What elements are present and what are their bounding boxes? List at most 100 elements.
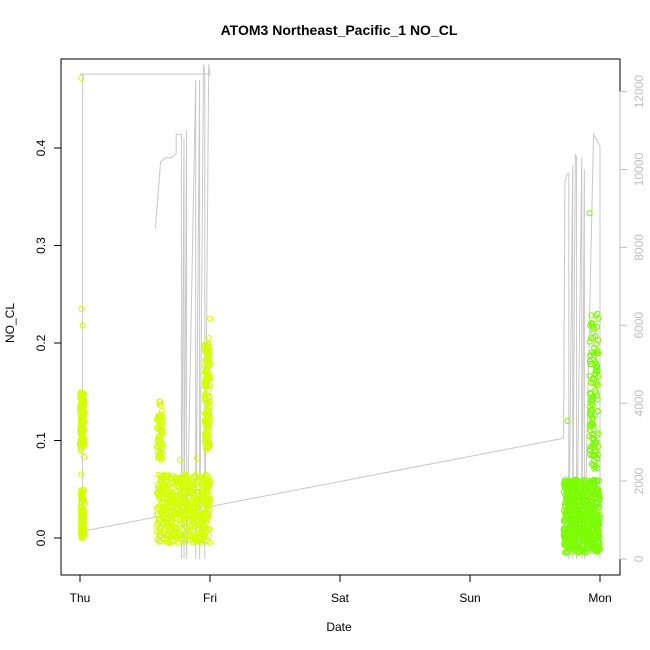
data-point	[591, 479, 598, 486]
data-point	[593, 511, 600, 518]
data-point	[594, 310, 601, 317]
data-point	[156, 486, 163, 493]
y-axis-label: NO_CL	[3, 303, 17, 343]
data-point	[186, 490, 193, 497]
data-point	[192, 535, 199, 542]
altitude-line-flight-2	[154, 64, 211, 560]
data-point	[194, 503, 201, 510]
data-point	[562, 483, 569, 490]
data-point	[561, 517, 568, 525]
data-point	[561, 540, 568, 547]
data-point	[194, 483, 201, 490]
data-point	[592, 462, 599, 469]
data-point	[78, 410, 85, 417]
data-point	[586, 372, 593, 380]
data-point	[77, 424, 84, 431]
data-point	[78, 471, 85, 478]
data-point	[80, 437, 87, 444]
data-point	[193, 536, 200, 543]
data-point	[153, 416, 160, 423]
data-point	[588, 406, 595, 413]
data-point	[564, 531, 571, 539]
data-point	[589, 431, 597, 439]
data-point	[586, 358, 594, 365]
data-point	[180, 532, 187, 539]
data-point	[160, 440, 167, 447]
data-point	[79, 430, 86, 437]
data-point	[586, 338, 593, 345]
data-point	[80, 454, 88, 461]
data-point	[81, 532, 88, 539]
data-point	[574, 526, 581, 533]
data-point	[592, 372, 599, 379]
data-point	[203, 436, 210, 443]
y2-tick-label: 2000	[632, 467, 646, 494]
data-point	[160, 498, 167, 505]
data-point	[591, 465, 598, 472]
data-point	[588, 518, 596, 525]
data-point	[572, 481, 579, 488]
data-point	[197, 518, 204, 526]
data-point	[580, 512, 588, 519]
y-tick-label: 0.0	[34, 529, 48, 546]
data-point	[578, 493, 585, 500]
data-point	[590, 487, 597, 494]
data-point	[569, 530, 576, 537]
data-point	[202, 369, 209, 376]
data-point	[206, 393, 213, 400]
data-point	[573, 516, 580, 523]
data-point	[168, 522, 176, 529]
data-point	[203, 381, 210, 388]
y2-tick-label: 8000	[632, 234, 646, 261]
data-point	[165, 483, 172, 490]
data-point	[589, 321, 596, 328]
x-tick-label: Sun	[459, 591, 480, 605]
data-point	[581, 536, 588, 543]
data-point	[162, 484, 170, 491]
data-point	[587, 539, 594, 546]
data-point	[189, 527, 196, 534]
x-axis: Thu Fri Sat Sun Mon	[70, 574, 612, 605]
data-point	[596, 503, 603, 510]
data-point	[588, 320, 595, 327]
data-point	[156, 496, 163, 504]
y-tick-label: 0.2	[34, 334, 48, 351]
data-point	[591, 496, 598, 503]
data-point	[591, 344, 598, 351]
data-point	[594, 366, 601, 373]
data-point	[205, 474, 212, 481]
data-point	[181, 514, 188, 521]
y-tick-label: 0.3	[34, 237, 48, 254]
data-point	[192, 509, 199, 517]
data-point	[593, 478, 601, 485]
data-point	[156, 504, 163, 511]
data-point	[164, 515, 172, 522]
data-point	[202, 429, 209, 436]
data-point	[79, 322, 86, 329]
data-point	[198, 531, 205, 538]
data-point	[581, 525, 588, 532]
data-point	[186, 532, 193, 539]
data-point	[159, 509, 166, 516]
data-point	[565, 500, 572, 507]
data-point	[77, 521, 85, 528]
data-point	[594, 408, 601, 415]
data-point	[81, 529, 88, 537]
data-point	[198, 488, 205, 495]
data-point	[81, 525, 88, 532]
data-point	[164, 531, 171, 538]
data-point	[190, 491, 197, 498]
x-tick-label: Mon	[588, 591, 611, 605]
y2-tick-label: 6000	[632, 312, 646, 339]
data-point	[156, 432, 163, 439]
data-point	[592, 439, 600, 446]
data-point	[573, 502, 580, 509]
y2-axis: 0 2000 4000 6000 8000 10000 12000	[619, 75, 646, 562]
data-point	[181, 495, 189, 502]
chart-title: ATOM3 Northeast_Pacific_1 NO_CL	[221, 22, 458, 38]
y-tick-label: 0.1	[34, 432, 48, 449]
data-point	[79, 491, 86, 499]
data-point	[174, 478, 181, 485]
data-point	[205, 335, 212, 342]
data-point	[180, 494, 187, 501]
